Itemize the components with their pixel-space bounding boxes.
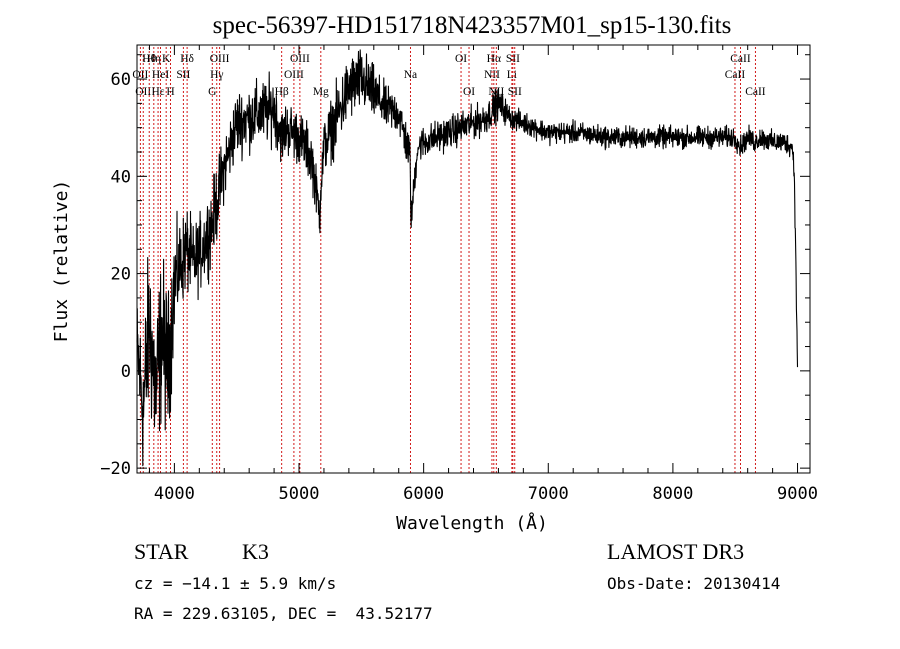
survey-name: LAMOST DR3 [607, 539, 745, 564]
object-class: STAR [134, 539, 189, 564]
y-tick-label: 40 [111, 167, 131, 187]
spectral-line-label: Hβ [275, 86, 289, 98]
y-tick-label: 20 [111, 265, 131, 285]
spectral-line-label: Na [404, 69, 417, 81]
x-tick-label: 9000 [777, 484, 818, 504]
spectral-line-label: OI [463, 86, 475, 98]
y-axis-label: Flux (relative) [51, 180, 72, 343]
spectral-line-label: OIII [290, 53, 310, 65]
x-tick-label: 5000 [279, 484, 320, 504]
x-tick-label: 4000 [154, 484, 195, 504]
spectral-line-label: CaII [725, 69, 746, 81]
x-tick-label: 8000 [652, 484, 693, 504]
coordinates: RA = 229.63105, DEC = 43.52177 [134, 604, 433, 623]
spectral-line-label: Hη [147, 53, 161, 65]
spectral-line-label: NII [484, 69, 500, 81]
spectral-line-label: OII [132, 69, 148, 81]
spectral-line-label: OIII [284, 69, 304, 81]
spectral-line-label: Li [507, 69, 517, 81]
spectral-line-label: G [208, 86, 216, 98]
spectral-line-label: K [162, 53, 171, 65]
y-tick-label: −20 [100, 459, 131, 479]
spectral-line-label: SII [506, 53, 520, 65]
spectral-line-label: SII [176, 69, 190, 81]
x-tick-label: 6000 [403, 484, 444, 504]
spectral-line-label: OIII [210, 53, 230, 65]
spectral-line-label: Hγ [210, 69, 223, 81]
x-tick-label: 7000 [528, 484, 569, 504]
spectral-line-label: Hδ [180, 53, 194, 65]
spectral-line-label: Hε [151, 86, 164, 98]
spectral-line-label: CaII [745, 86, 766, 98]
x-axis-label: Wavelength (Å) [396, 512, 548, 534]
observation-date: Obs-Date: 20130414 [607, 574, 781, 593]
object-subclass: K3 [242, 539, 269, 564]
spectral-line-label: CaII [730, 53, 751, 65]
spectrum-series-line [136, 49, 799, 467]
redshift-cz: cz = −14.1 ± 5.9 km/s [134, 574, 337, 593]
spectral-line-label: HeI [152, 69, 169, 81]
spectral-line-label: Hα [487, 53, 501, 65]
chart-title: spec-56397-HD151718N423357M01_sp15-130.f… [213, 12, 732, 39]
spectral-line-markers: OIIOIIHθHηHεHeIKHSIIHδGHγOIIIHβOIIIOIIIM… [132, 47, 766, 473]
spectral-line-label: Mg [313, 86, 329, 98]
spectral-line-label: Hθ [142, 53, 156, 65]
spectral-line-label: OII [135, 86, 151, 98]
spectral-line-label: SII [508, 86, 522, 98]
y-tick-label: 60 [111, 70, 131, 90]
axis-ticks: 4000 5000 6000 7000 8000 9000 −20 0 20 40 60 [100, 45, 818, 504]
spectral-line-label: OI [455, 53, 467, 65]
spectral-line-label: H [166, 86, 174, 98]
y-tick-label: 0 [121, 362, 131, 382]
